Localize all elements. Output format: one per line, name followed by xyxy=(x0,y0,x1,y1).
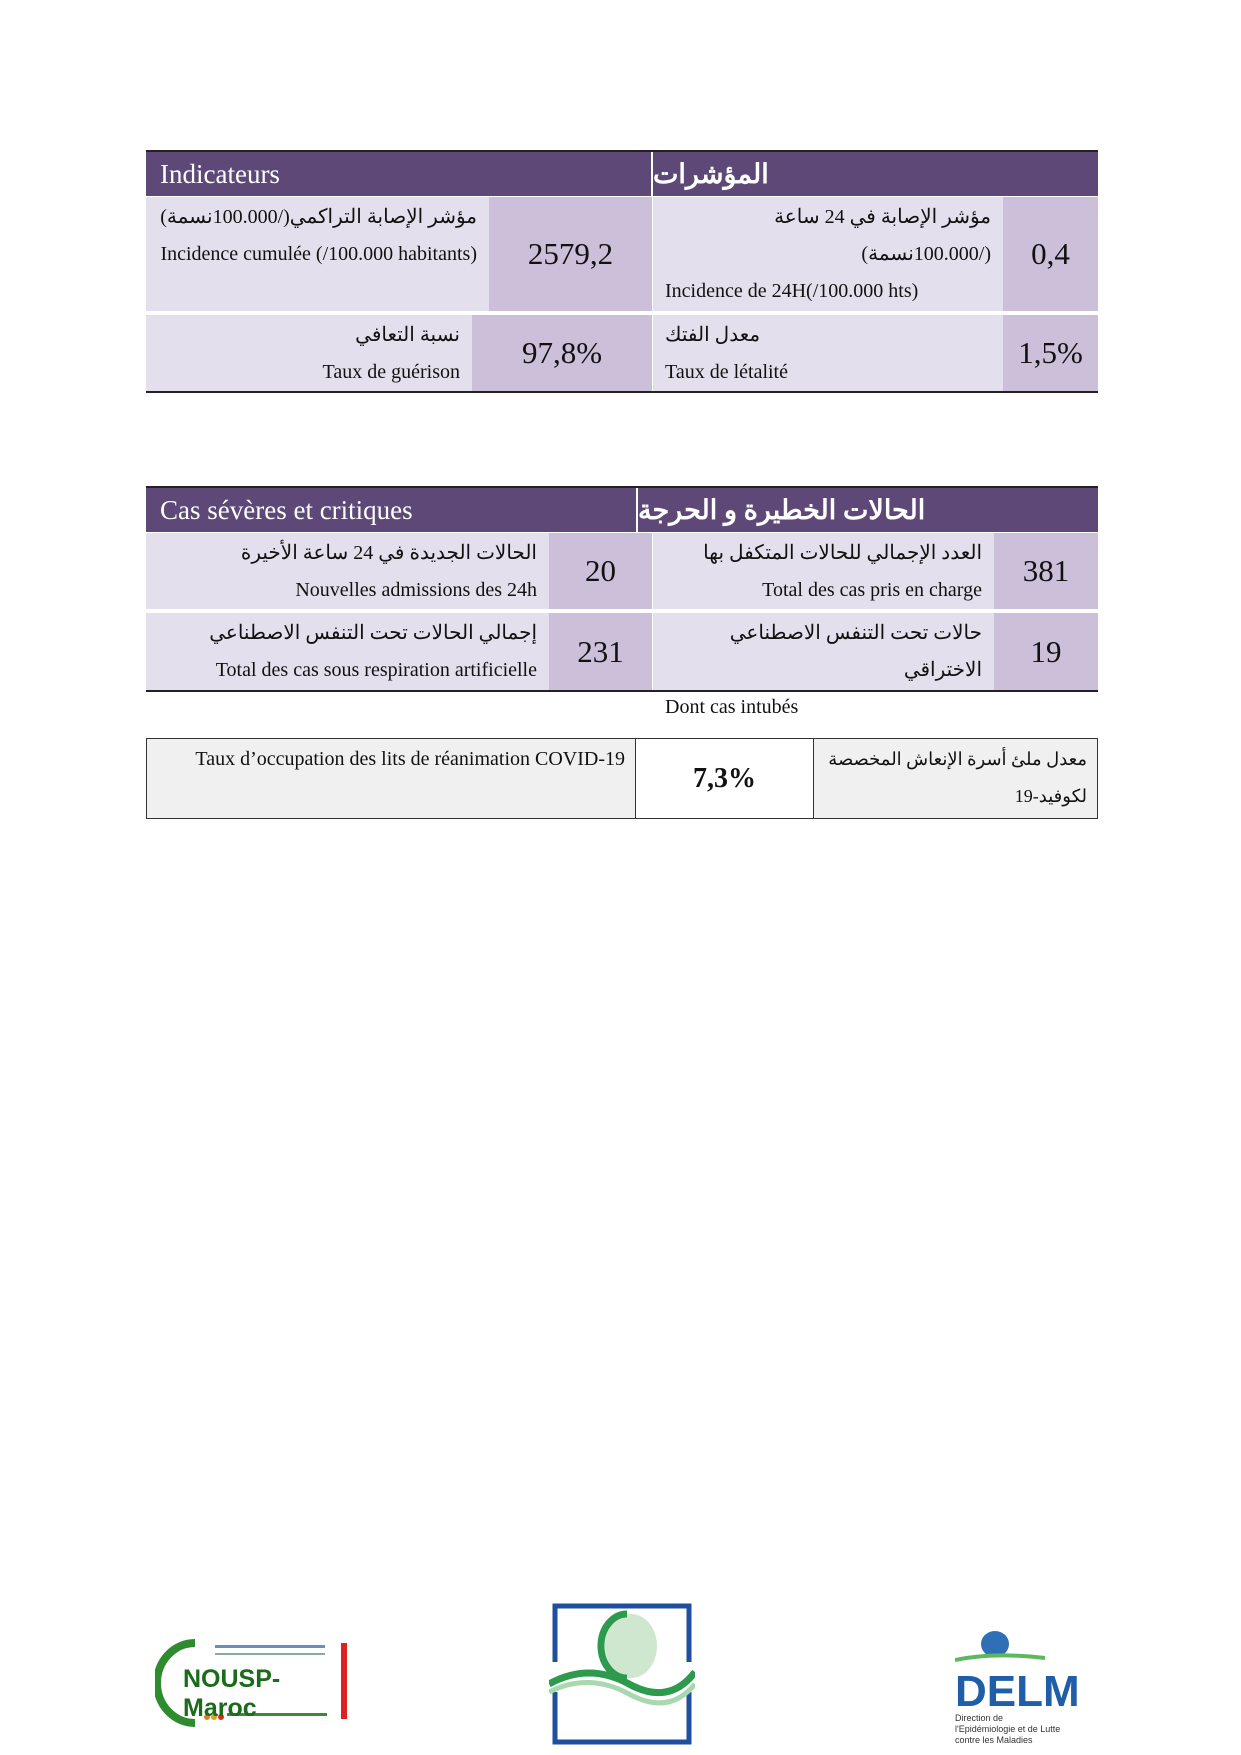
indicators-title-fr: Indicateurs xyxy=(146,152,651,196)
label-ar: إجمالي الحالات تحت التنفس الاصطناعي xyxy=(209,622,537,644)
delm-text: DELM xyxy=(955,1667,1080,1716)
label-ar: الحالات الجديدة في 24 ساعة الأخيرة xyxy=(240,542,537,564)
incidence-24h-value: 0,4 xyxy=(1003,197,1098,311)
label-ar: نسبة التعافي xyxy=(355,324,460,346)
delm-emblem-icon xyxy=(954,1631,1046,1662)
nousp-text: NOUSP-Maroc xyxy=(183,1665,281,1722)
label-fr: Nouvelles admissions des 24h xyxy=(295,579,537,601)
label-ar: حالات تحت التنفس الاصطناعي الاختراقي xyxy=(729,622,982,681)
label-fr: Taux de guérison xyxy=(322,361,460,383)
label-fr: Total des cas sous respiration artificie… xyxy=(215,659,537,681)
nousp-emblem-icon xyxy=(153,1639,347,1727)
cumulative-incidence-value: 2579,2 xyxy=(489,197,652,311)
fatality-rate-label: معدل الفتك Taux de létalité xyxy=(653,315,1003,391)
table-top-rule xyxy=(146,486,1098,488)
table-bottom-rule xyxy=(146,690,1098,692)
new-admissions-label: الحالات الجديدة في 24 ساعة الأخيرة Nouve… xyxy=(146,533,549,609)
new-admissions-value: 20 xyxy=(549,533,652,609)
ministry-logo xyxy=(547,1602,698,1746)
artificial-respiration-value: 231 xyxy=(549,613,652,690)
label-fr: Incidence cumulée (/100.000 habitants) xyxy=(160,243,477,265)
incidence-24h-label: مؤشر الإصابة في 24 ساعة (/100.000نسمة) I… xyxy=(653,197,1003,311)
intubated-value: 19 xyxy=(994,613,1098,690)
severe-title-ar: الحالات الخطيرة و الحرجة xyxy=(638,488,1098,532)
total-managed-label: العدد الإجمالي للحالات المتكفل بها Total… xyxy=(653,533,994,609)
cumulative-incidence-label: مؤشر الإصابة التراكمي(/100.000نسمة) Inci… xyxy=(146,197,489,311)
indicators-title-ar: المؤشرات xyxy=(653,152,1098,196)
occupancy-label-fr: Taux d’occupation des lits de réanimatio… xyxy=(146,738,636,819)
fatality-rate-value: 1,5% xyxy=(1003,315,1098,391)
artificial-respiration-label: إجمالي الحالات تحت التنفس الاصطناعي Tota… xyxy=(146,613,549,690)
label-ar: العدد الإجمالي للحالات المتكفل بها xyxy=(703,542,982,564)
label-ar: مؤشر الإصابة في 24 ساعة (/100.000نسمة) xyxy=(774,206,991,265)
label-fr: Total des cas pris en charge xyxy=(762,579,982,601)
delm-subtitle: Direction de l'Epidémiologie et de Lutte… xyxy=(955,1713,1061,1745)
table-bottom-rule xyxy=(146,391,1098,393)
recovery-rate-label: نسبة التعافي Taux de guérison xyxy=(146,315,472,391)
occupancy-value: 7,3% xyxy=(635,738,814,819)
table-top-rule xyxy=(146,150,1098,152)
delm-logo: DELM Direction de l'Epidémiologie et de … xyxy=(954,1630,1097,1745)
occupancy-label-ar: معدل ملئ أسرة الإنعاش المخصصة لكوفيد-19 xyxy=(813,738,1098,819)
intubated-label: حالات تحت التنفس الاصطناعي الاختراقي Don… xyxy=(653,613,994,718)
recovery-rate-value: 97,8% xyxy=(472,315,652,391)
label-fr: Taux de létalité xyxy=(665,361,788,383)
label-fr: Incidence de 24H(/100.000 hts) xyxy=(665,280,919,302)
label-fr: Dont cas intubés xyxy=(665,696,799,718)
total-managed-value: 381 xyxy=(994,533,1098,609)
label-ar: مؤشر الإصابة التراكمي(/100.000نسمة) xyxy=(160,206,477,228)
label-ar: معدل الفتك xyxy=(665,324,761,346)
ministry-emblem-icon xyxy=(547,1603,698,1745)
severe-title-fr: Cas sévères et critiques xyxy=(146,488,636,532)
nousp-logo: NOUSP-Maroc xyxy=(153,1639,350,1727)
